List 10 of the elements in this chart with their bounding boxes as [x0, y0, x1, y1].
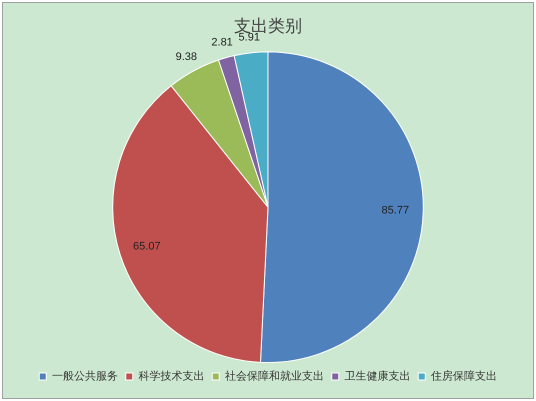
data-label: 5.91 [238, 31, 260, 44]
legend-label: 科学技术支出 [138, 369, 204, 382]
legend-label: 社会保障和就业支出 [224, 369, 324, 382]
data-label: 2.81 [211, 36, 233, 49]
legend-label: 住房保障支出 [430, 369, 497, 382]
legend-label: 卫生健康支出 [344, 369, 410, 382]
legend-label: 一般公共服务 [52, 369, 118, 382]
data-label: 65.07 [133, 240, 161, 252]
data-label: 9.38 [176, 51, 197, 64]
data-label: 85.77 [382, 204, 410, 216]
